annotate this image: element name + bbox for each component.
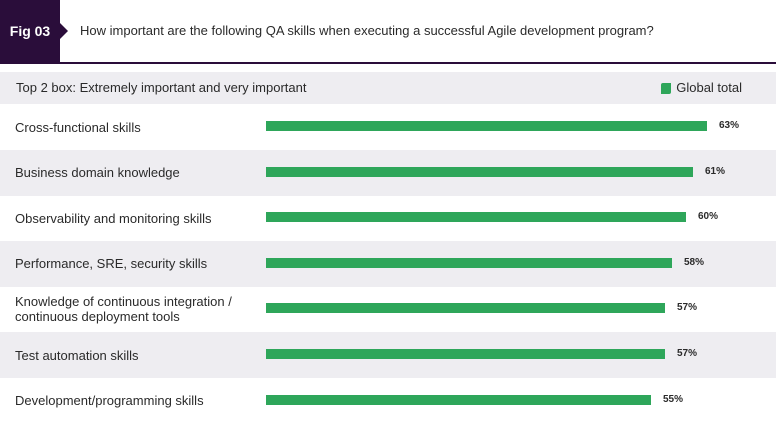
category-label: Performance, SRE, security skills — [15, 256, 208, 272]
category-label: Business domain knowledge — [15, 165, 180, 181]
chart-row: Development/programming skills 55% — [0, 378, 776, 424]
category-label: Test automation skills — [15, 347, 139, 363]
bar — [266, 303, 665, 314]
chart-row: Performance, SRE, security skills 58% — [0, 240, 776, 287]
bar — [266, 349, 665, 359]
category-label: Observability and monitoring skills — [15, 210, 212, 226]
chart-row: Knowledge of continuous integration / co… — [0, 286, 776, 332]
legend-label: Global total — [676, 80, 742, 95]
category-label: Knowledge of continuous integration / co… — [15, 294, 232, 325]
figure-header: Fig 03 How important are the following Q… — [0, 0, 776, 62]
category-label: Cross-functional skills — [15, 119, 141, 135]
category-label: Development/programming skills — [15, 393, 204, 409]
bar — [266, 394, 651, 405]
bar — [266, 121, 707, 131]
chart-subheading: Top 2 box: Extremely important and very … — [16, 80, 307, 95]
bar — [266, 257, 672, 268]
bar — [266, 212, 686, 223]
bar-value-label: 57% — [677, 348, 698, 359]
bar-value-label: 58% — [684, 256, 705, 268]
bar-value-label: 63% — [719, 120, 740, 131]
chart-row: Business domain knowledge 61% — [0, 149, 776, 196]
header-divider — [0, 62, 776, 64]
chart-legend: Global total — [661, 72, 742, 104]
figure-question: How important are the following QA skill… — [80, 23, 654, 38]
chart-row: Observability and monitoring skills 60% — [0, 195, 776, 241]
chart-row: Test automation skills 57% — [0, 332, 776, 378]
bar-value-label: 57% — [677, 302, 698, 314]
chart-row: Cross-functional skills 63% — [0, 104, 776, 150]
subheading-band — [0, 72, 776, 104]
bar-value-label: 60% — [698, 211, 719, 223]
legend-swatch — [661, 82, 672, 94]
bar-value-label: 61% — [705, 165, 726, 177]
bar-value-label: 55% — [663, 393, 684, 405]
figure-tag-pointer — [60, 23, 68, 39]
bar — [266, 166, 693, 177]
figure-tag: Fig 03 — [0, 0, 60, 62]
